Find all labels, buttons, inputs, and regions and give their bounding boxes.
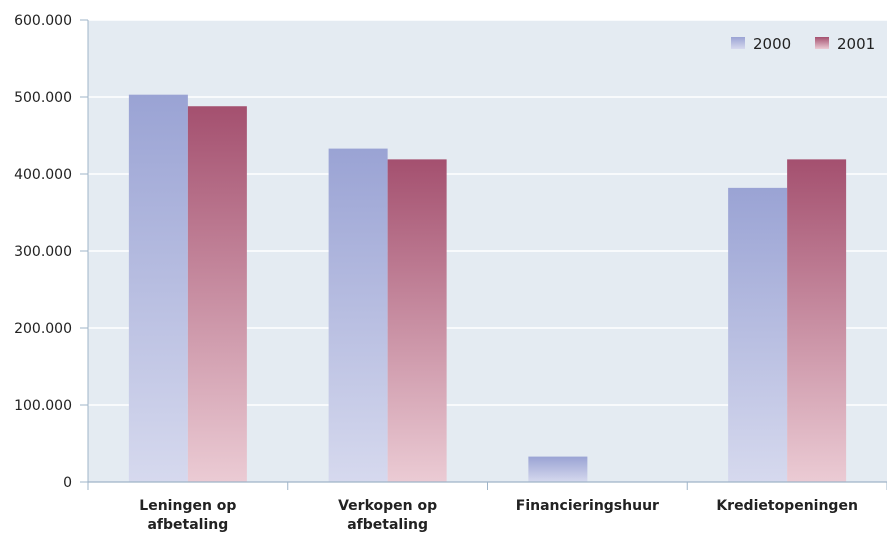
category-label: afbetaling xyxy=(147,517,228,533)
legend-label-2000: 2000 xyxy=(753,35,791,53)
category-label: Financieringshuur xyxy=(516,498,659,514)
y-tick-label: 300.000 xyxy=(14,244,72,260)
bar-2001-3 xyxy=(787,159,847,482)
category-label: afbetaling xyxy=(347,517,428,533)
bar-2000-2 xyxy=(528,456,588,482)
legend-label-2001: 2001 xyxy=(837,35,875,53)
category-label: Verkopen op xyxy=(338,498,437,514)
bar-2001-1 xyxy=(387,159,447,482)
y-tick-label: 0 xyxy=(63,475,72,491)
bar-2001-0 xyxy=(187,106,247,483)
bars xyxy=(128,94,847,483)
x-axis: Leningen op afbetaling Verkopen op afbetali… xyxy=(87,481,887,533)
category-label: Leningen op xyxy=(139,498,236,514)
y-tick-label: 400.000 xyxy=(14,167,72,183)
category-label: Kredietopeningen xyxy=(716,498,858,514)
y-tick-label: 100.000 xyxy=(14,398,72,414)
y-tick-label: 600.000 xyxy=(14,13,72,29)
legend-swatch-2000 xyxy=(731,37,745,49)
y-axis: 0 100.000 200.000 300.000 400.000 500.000 600.… xyxy=(14,13,89,491)
y-tick-label: 500.000 xyxy=(14,90,72,106)
bar-2000-1 xyxy=(328,148,388,482)
bar-2000-3 xyxy=(728,187,788,483)
legend-swatch-2001 xyxy=(815,37,829,49)
legend: 2000 2001 xyxy=(731,35,875,53)
y-tick-label: 200.000 xyxy=(14,321,72,337)
bar-2000-0 xyxy=(128,94,188,482)
